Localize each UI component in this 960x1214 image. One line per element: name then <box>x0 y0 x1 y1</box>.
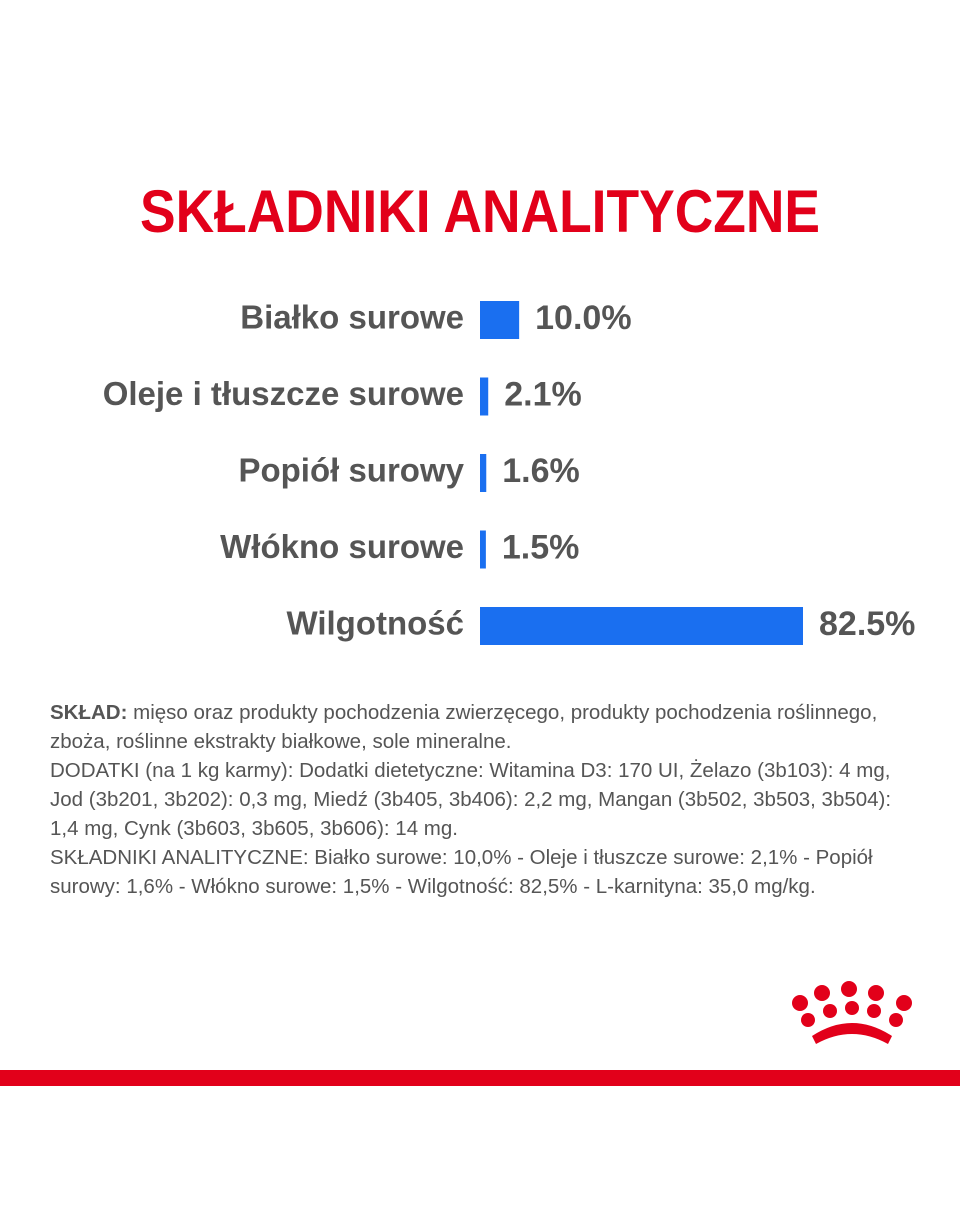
chart-title: SKŁADNIKI ANALITYCZNE <box>140 178 820 245</box>
category-label: Wilgotność <box>286 605 464 642</box>
value-label: 1.5% <box>502 528 580 566</box>
bar <box>480 301 520 339</box>
additives: DODATKI (na 1 kg karmy): Dodatki dietety… <box>50 759 892 840</box>
category-label: Białko surowe <box>240 299 464 336</box>
composition-label: SKŁAD: <box>50 701 128 724</box>
bar <box>480 377 489 416</box>
value-label: 10.0% <box>535 299 631 337</box>
value-label: 2.1% <box>504 375 581 413</box>
bar <box>480 530 486 569</box>
category-label: Popiół surowy <box>238 452 464 489</box>
analytical: SKŁADNIKI ANALITYCZNE: Białko surowe: 10… <box>50 846 873 898</box>
bar <box>480 454 487 492</box>
category-label: Oleje i tłuszcze surowe <box>103 375 464 412</box>
composition-text: mięso oraz produkty pochodzenia zwierzęc… <box>50 701 878 753</box>
stripe <box>0 1070 960 1086</box>
value-label: 1.6% <box>502 452 580 490</box>
ingredients: SKŁAD: mięso oraz produkty pochodzenia z… <box>50 698 920 901</box>
logo <box>792 981 912 1044</box>
bar <box>480 607 803 645</box>
value-label: 82.5% <box>819 605 915 643</box>
category-label: Włókno surowe <box>220 528 464 565</box>
composition: SKŁAD: mięso oraz produkty pochodzenia z… <box>50 698 920 756</box>
